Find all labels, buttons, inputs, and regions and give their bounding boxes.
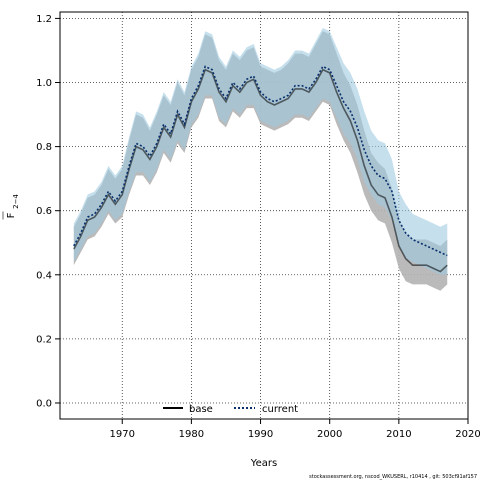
y-axis-title-subscript: 2−4 xyxy=(12,194,20,209)
y-tick-label: 1.0 xyxy=(36,78,52,89)
footer-note: stockassessment.org, nscod_WKUSERL, r104… xyxy=(309,474,477,480)
legend-base-label: base xyxy=(189,404,213,415)
y-tick-label: 0.0 xyxy=(36,398,52,409)
line-base xyxy=(73,68,448,273)
x-tick-label: 2000 xyxy=(317,429,342,440)
series-lines xyxy=(73,65,448,273)
x-tick-label: 2010 xyxy=(386,429,411,440)
y-tick-label: 0.4 xyxy=(36,270,52,281)
y-tick-label: 0.6 xyxy=(36,206,52,217)
plot-frame xyxy=(59,11,469,420)
x-axis: 1970 1980 1990 2000 2010 2020 xyxy=(110,419,480,440)
legend-current-label: current xyxy=(262,404,298,415)
line-current xyxy=(73,65,448,257)
y-tick-label: 0.2 xyxy=(36,334,52,345)
confidence-bands xyxy=(73,28,448,291)
legend: base current xyxy=(163,404,298,415)
band-current xyxy=(73,28,448,275)
y-axis: 0.0 0.2 0.4 0.6 0.8 1.0 1.2 xyxy=(36,14,60,409)
y-axis-title-main: F xyxy=(6,212,17,218)
y-axis-title: F 2−4 xyxy=(2,194,20,220)
y-tick-label: 1.2 xyxy=(36,14,52,25)
y-tick-label: 0.8 xyxy=(36,142,52,153)
x-tick-label: 1970 xyxy=(110,429,135,440)
x-tick-label: 1990 xyxy=(248,429,273,440)
x-axis-title: Years xyxy=(250,458,277,469)
x-tick-label: 2020 xyxy=(455,429,480,440)
x-tick-label: 1980 xyxy=(179,429,204,440)
